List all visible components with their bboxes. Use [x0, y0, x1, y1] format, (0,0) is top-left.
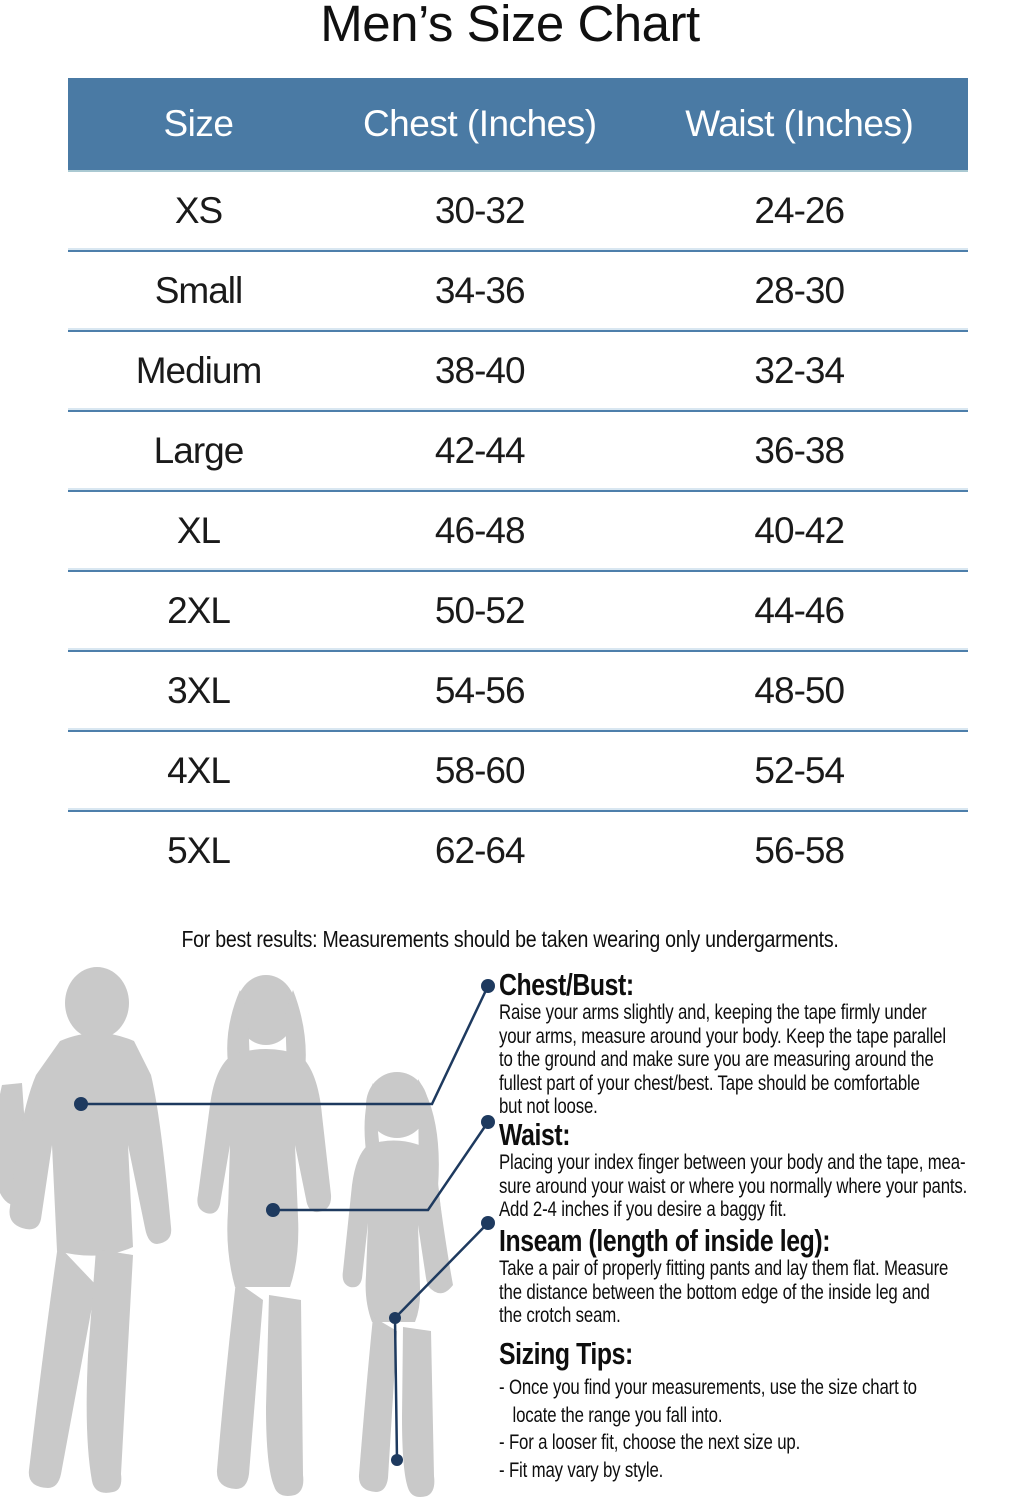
table-row: XS 30-32 24-26 — [68, 172, 968, 250]
woman-silhouette — [197, 975, 332, 1496]
size-cell: Medium — [135, 350, 263, 391]
figures-illustration — [0, 967, 495, 1497]
chest-bust-body: Raise your arms slightly and, keeping th… — [499, 1001, 946, 1118]
size-cell: 3XL — [167, 670, 231, 711]
size-cell: Large — [153, 430, 245, 471]
size-table: Size Chest (Inches) Waist (Inches) XS 30… — [68, 78, 968, 890]
man-silhouette — [0, 967, 172, 1493]
table-header-row: Size Chest (Inches) Waist (Inches) — [68, 78, 968, 172]
inseam-top-point-dot — [389, 1312, 401, 1324]
size-cell: 4XL — [167, 750, 231, 791]
chest-point-dot — [74, 1097, 88, 1111]
waist-cell: 44-46 — [754, 590, 845, 631]
waist-section: Waist: Placing your index finger between… — [499, 1118, 1020, 1222]
size-cell: XL — [176, 510, 221, 551]
girl-silhouette — [342, 1072, 453, 1497]
chest-cell: 50-52 — [434, 590, 526, 631]
table-row: Large 42-44 36-38 — [68, 410, 968, 490]
waist-cell: 56-58 — [754, 830, 845, 871]
table-row: XL 46-48 40-42 — [68, 490, 968, 570]
column-header-waist: Waist (Inches) — [685, 103, 914, 144]
size-cell: XS — [174, 190, 223, 231]
waist-connector-line — [273, 1121, 490, 1212]
inseam-bottom-point-dot — [391, 1454, 403, 1466]
column-header-chest: Chest (Inches) — [362, 103, 597, 144]
chest-connector-line — [81, 985, 490, 1106]
waist-cell: 24-26 — [754, 190, 845, 231]
size-cell: 2XL — [167, 590, 231, 631]
waist-cell: 28-30 — [754, 270, 845, 311]
chest-cell: 62-64 — [434, 830, 526, 871]
table-row: 3XL 54-56 48-50 — [68, 650, 968, 730]
inseam-label-dot — [481, 1216, 495, 1230]
chest-bust-heading: Chest/Bust: — [499, 967, 634, 1002]
waist-body: Placing your index finger between your b… — [499, 1151, 968, 1221]
chest-cell: 30-32 — [434, 190, 526, 231]
chest-label-dot — [481, 979, 495, 993]
sizing-tips-heading: Sizing Tips: — [499, 1336, 633, 1371]
page-title: Men’s Size Chart — [320, 0, 700, 52]
sizing-tips-body: - Once you find your measurements, use t… — [499, 1376, 917, 1482]
size-cell: Small — [154, 270, 244, 311]
chest-cell: 38-40 — [434, 350, 526, 391]
chest-cell: 42-44 — [434, 430, 526, 471]
inseam-section: Inseam (length of inside leg): Take a pa… — [499, 1224, 1020, 1328]
size-cell: 5XL — [167, 830, 231, 871]
waist-point-dot — [266, 1203, 280, 1217]
chest-cell: 58-60 — [434, 750, 526, 791]
sizing-tips-section: Sizing Tips: - Once you find your measur… — [499, 1337, 1020, 1484]
chest-bust-section: Chest/Bust: Raise your arms slightly and… — [499, 968, 1020, 1119]
table-row: 5XL 62-64 56-58 — [68, 810, 968, 890]
waist-cell: 52-54 — [754, 750, 845, 791]
table-row: Medium 38-40 32-34 — [68, 330, 968, 410]
waist-heading: Waist: — [499, 1117, 571, 1152]
waist-cell: 32-34 — [754, 350, 845, 391]
table-row: 4XL 58-60 52-54 — [68, 730, 968, 810]
waist-cell: 48-50 — [754, 670, 845, 711]
waist-cell: 36-38 — [754, 430, 845, 471]
chest-cell: 46-48 — [434, 510, 526, 551]
table-row: Small 34-36 28-30 — [68, 250, 968, 330]
chest-cell: 54-56 — [434, 670, 526, 711]
column-header-size: Size — [163, 103, 234, 144]
measurement-note: For best results: Measurements should be… — [181, 926, 839, 952]
inseam-body: Take a pair of properly fitting pants an… — [499, 1257, 949, 1327]
waist-label-dot — [481, 1115, 495, 1129]
waist-cell: 40-42 — [754, 510, 845, 551]
table-row: 2XL 50-52 44-46 — [68, 570, 968, 650]
inseam-heading: Inseam (length of inside leg): — [499, 1223, 831, 1258]
chest-cell: 34-36 — [434, 270, 526, 311]
